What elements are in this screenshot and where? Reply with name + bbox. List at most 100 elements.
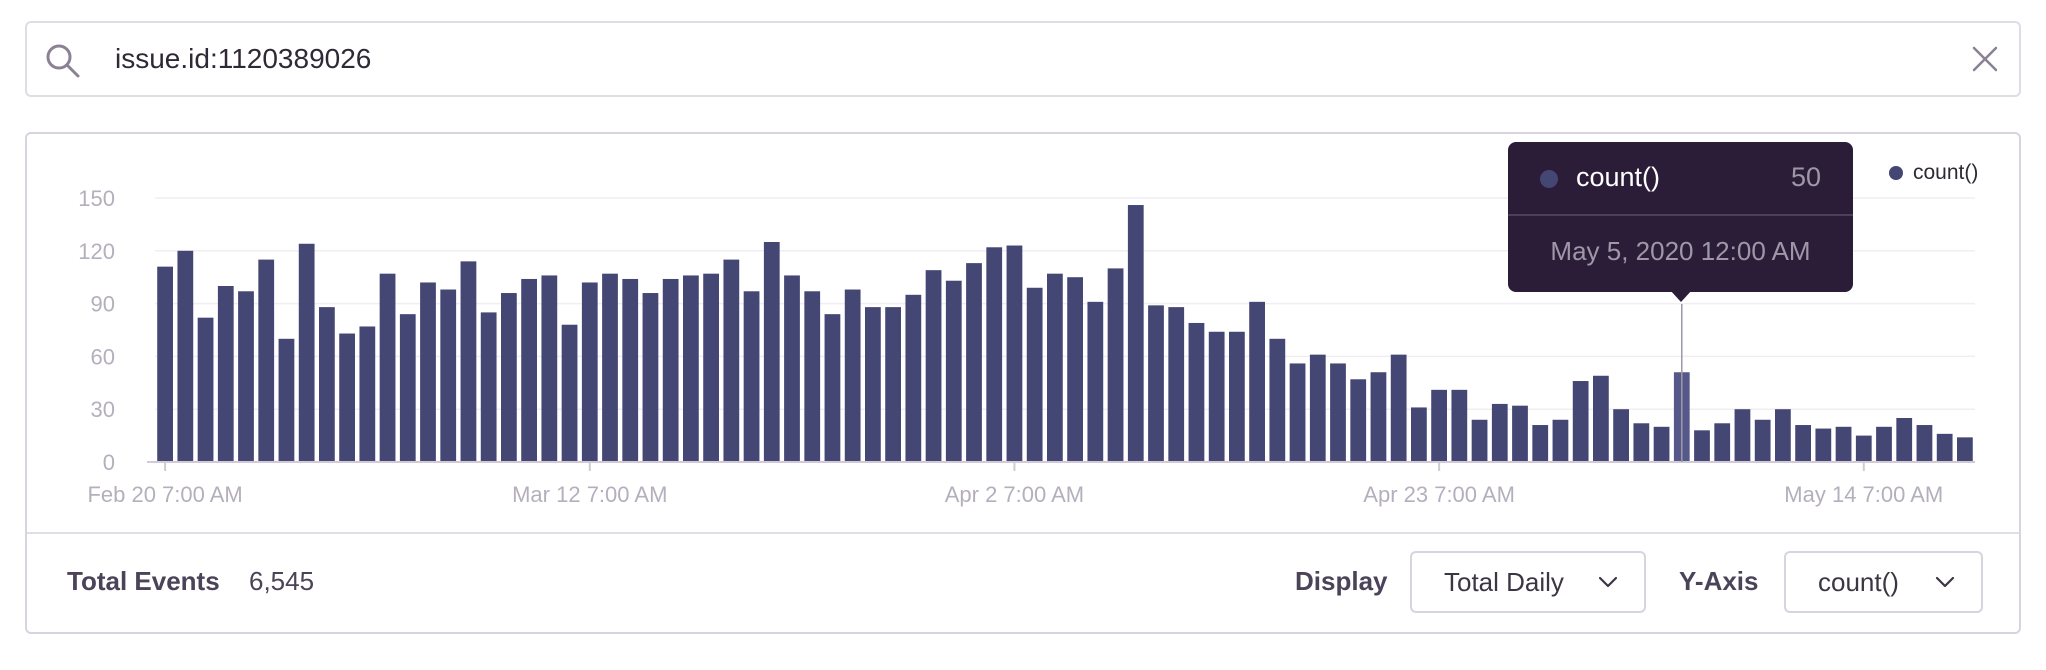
chart-bar[interactable] <box>1431 389 1447 462</box>
chart-bar[interactable] <box>1026 287 1043 462</box>
chart-tooltip: count() 50 May 5, 2020 12:00 AM <box>1508 142 1853 302</box>
yaxis-select[interactable]: count() <box>1784 551 1983 613</box>
display-select[interactable]: Total Daily <box>1410 551 1646 613</box>
chart-bar[interactable] <box>1006 245 1023 462</box>
chart-bar[interactable] <box>1087 301 1104 462</box>
chart-bar[interactable] <box>1067 277 1083 462</box>
chart-bar[interactable] <box>1249 301 1265 462</box>
chart-bar[interactable] <box>1451 389 1468 462</box>
chart-bar[interactable] <box>986 247 1003 462</box>
chart-bar[interactable] <box>905 294 922 462</box>
chart-bar[interactable] <box>197 317 214 462</box>
chart-bar[interactable] <box>925 270 942 462</box>
chart-bar[interactable] <box>1754 419 1771 462</box>
chart-bar[interactable] <box>1127 205 1144 462</box>
chart-bar[interactable] <box>278 338 295 462</box>
chart-bar[interactable] <box>1512 405 1528 462</box>
chart-bar[interactable] <box>1471 419 1488 462</box>
chart-bar[interactable] <box>703 273 719 462</box>
chart-bar[interactable] <box>581 282 598 462</box>
chart-bar[interactable] <box>238 291 254 462</box>
chart-bar[interactable] <box>339 333 355 462</box>
chart-bar[interactable] <box>1815 428 1832 462</box>
close-icon[interactable] <box>1969 43 2001 75</box>
chart-bar[interactable] <box>460 261 477 462</box>
chart-bar[interactable] <box>1775 409 1791 462</box>
chart-bar[interactable] <box>177 250 194 462</box>
chart-bar[interactable] <box>359 326 376 462</box>
chart-bar[interactable] <box>1411 407 1427 462</box>
chart-bar[interactable] <box>1714 423 1731 462</box>
chart-bar[interactable] <box>217 286 234 462</box>
chart-legend[interactable]: count() <box>1889 161 1978 185</box>
chart-bar[interactable] <box>743 291 760 462</box>
chart-bar[interactable] <box>1855 435 1872 462</box>
chart-bar[interactable] <box>885 307 901 462</box>
chart-bar[interactable] <box>1229 331 1245 462</box>
chart-bar[interactable] <box>399 314 416 462</box>
chart-bar[interactable] <box>865 307 881 462</box>
chart-bar[interactable] <box>1613 409 1629 462</box>
chart-bar[interactable] <box>1835 426 1852 462</box>
chart-bar[interactable] <box>824 314 841 462</box>
chart-bar[interactable] <box>440 289 457 462</box>
chart-bar[interactable] <box>298 243 315 462</box>
chart-bar[interactable] <box>521 278 537 462</box>
chart-bar[interactable] <box>1957 437 1973 462</box>
chart-bar[interactable] <box>642 293 659 462</box>
chart-bar[interactable] <box>501 293 517 462</box>
chart-bar[interactable] <box>1047 273 1063 462</box>
x-tick-label: Feb 20 7:00 AM <box>87 482 242 507</box>
chart-bar[interactable] <box>1107 268 1124 462</box>
chart-bar[interactable] <box>1593 375 1609 462</box>
chart-bar[interactable] <box>966 263 982 462</box>
chart-bar[interactable] <box>1936 433 1953 462</box>
chart-bar[interactable] <box>763 242 780 462</box>
chart-bar[interactable] <box>1552 419 1569 462</box>
chart-bar[interactable] <box>258 259 275 462</box>
search-bar[interactable] <box>25 21 2021 97</box>
chart-bar[interactable] <box>683 275 699 462</box>
chart-bar[interactable] <box>1208 331 1225 462</box>
search-input[interactable] <box>115 23 1915 95</box>
chart-bar[interactable] <box>844 289 861 462</box>
chart-bar[interactable] <box>945 280 962 462</box>
chart-bar[interactable] <box>602 273 618 462</box>
chart-bar[interactable] <box>319 307 335 462</box>
chart-bar[interactable] <box>1694 430 1710 462</box>
chart-bar[interactable] <box>1289 363 1306 462</box>
chart-bar[interactable] <box>804 291 821 462</box>
chart-bar[interactable] <box>1330 363 1346 462</box>
chart-bar[interactable] <box>420 282 436 462</box>
chart-bar[interactable] <box>480 312 497 462</box>
chart-bar[interactable] <box>1876 426 1892 462</box>
chart-bar[interactable] <box>561 324 578 462</box>
divider <box>27 532 2019 534</box>
bar-chart[interactable]: 0 30 60 90 120 150 Feb 20 7:00 AM Mar 12 7:00 A… <box>27 134 2019 532</box>
chart-bar[interactable] <box>784 275 800 462</box>
chart-bar[interactable] <box>1653 426 1670 462</box>
chart-bar[interactable] <box>1633 423 1650 462</box>
chart-bar[interactable] <box>1896 418 1913 462</box>
chart-bar[interactable] <box>662 278 679 462</box>
chart-bar[interactable] <box>1269 338 1286 462</box>
chart-bar[interactable] <box>1168 307 1185 462</box>
chart-bar[interactable] <box>1532 425 1549 462</box>
chart-bar[interactable] <box>379 273 396 462</box>
chart-bar[interactable] <box>1390 354 1407 462</box>
chart-bar[interactable] <box>1309 354 1326 462</box>
chart-bar[interactable] <box>1148 305 1164 462</box>
chart-bar[interactable] <box>1370 372 1387 462</box>
chart-bar[interactable] <box>1916 425 1933 462</box>
chart-bar[interactable] <box>1572 381 1589 462</box>
chart-bar[interactable] <box>541 275 558 462</box>
chart-bar[interactable] <box>622 278 639 462</box>
chart-bar[interactable] <box>1188 322 1205 462</box>
chart-bar[interactable] <box>1491 403 1508 462</box>
chart-bar[interactable] <box>157 266 173 462</box>
chart-bar[interactable] <box>1795 425 1811 462</box>
chart-bar[interactable] <box>723 259 740 462</box>
chart-panel: 0 30 60 90 120 150 Feb 20 7:00 AM Mar 12 7:00 A… <box>25 132 2021 634</box>
chart-bar[interactable] <box>1734 409 1751 462</box>
chart-bar[interactable] <box>1350 379 1367 462</box>
